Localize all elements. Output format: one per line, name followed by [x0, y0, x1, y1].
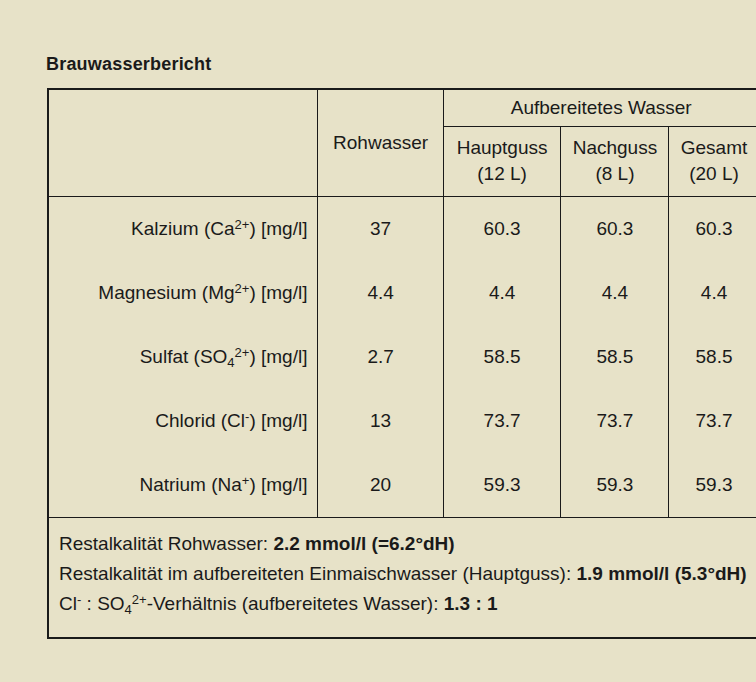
text-segment: Chlorid (Cl — [155, 410, 245, 431]
table-row-kalzium: Kalzium (Ca2+) [mg/l]3760.360.360.3 — [48, 196, 756, 261]
header-row-groups: Rohwasser Aufbereitetes Wasser — [48, 89, 756, 126]
row-label: Natrium (Na+) [mg/l] — [48, 453, 318, 518]
value-cell-gesamt: 4.4 — [669, 261, 756, 325]
column-header-name: Nachguss — [561, 135, 668, 161]
text-segment: ) [mg/l] — [249, 282, 307, 303]
summary-line-restalkalitaet-rohwasser: Restalkalität Rohwasser: 2.2 mmol/l (=6.… — [59, 529, 747, 559]
table-body: Kalzium (Ca2+) [mg/l]3760.360.360.3Magne… — [48, 196, 756, 517]
value-cell-rohwasser: 20 — [318, 453, 443, 518]
footer-row: Restalkalität Rohwasser: 2.2 mmol/l (=6.… — [48, 517, 756, 638]
text-segment: 2+ — [235, 345, 250, 360]
text-segment: : SO — [81, 593, 124, 614]
text-segment: Restalkalität im aufbereiteten Einmaisch… — [59, 563, 576, 584]
value-cell-gesamt: 60.3 — [669, 196, 756, 261]
text-segment: Natrium (Na — [139, 474, 241, 495]
text-segment: ) [mg/l] — [249, 474, 307, 495]
column-header-hauptguss: Hauptguss (12 L) — [443, 126, 561, 196]
text-segment: - — [245, 409, 249, 424]
value-cell-hauptguss: 58.5 — [443, 325, 561, 389]
text-segment: ) [mg/l] — [249, 218, 307, 239]
brew-water-report-table: Rohwasser Aufbereitetes Wasser Hauptguss… — [47, 88, 756, 639]
row-label: Chlorid (Cl-) [mg/l] — [48, 389, 318, 453]
text-segment: Magnesium (Mg — [98, 282, 234, 303]
column-header-name: Gesamt — [669, 135, 756, 161]
column-header-volume: (8 L) — [561, 161, 668, 187]
table-row-magnesium: Magnesium (Mg2+) [mg/l]4.44.44.44.4 — [48, 261, 756, 325]
value-cell-rohwasser: 13 — [318, 389, 443, 453]
table-footer: Restalkalität Rohwasser: 2.2 mmol/l (=6.… — [48, 517, 756, 638]
column-header-volume: (12 L) — [444, 161, 561, 187]
text-segment: ) [mg/l] — [249, 346, 307, 367]
row-label: Magnesium (Mg2+) [mg/l] — [48, 261, 318, 325]
column-header-rohwasser: Rohwasser — [318, 89, 443, 196]
row-label: Kalzium (Ca2+) [mg/l] — [48, 196, 318, 261]
value-cell-nachguss: 59.3 — [561, 453, 669, 518]
page-title: Brauwasserbericht — [46, 54, 756, 75]
value-cell-nachguss: 60.3 — [561, 196, 669, 261]
text-segment: 4 — [125, 602, 132, 617]
corner-cell — [48, 89, 318, 196]
text-segment: 2.2 mmol/l (=6.2°dH) — [273, 533, 454, 554]
value-cell-rohwasser: 2.7 — [318, 325, 443, 389]
text-segment: 1.3 : 1 — [444, 593, 498, 614]
value-cell-nachguss: 58.5 — [561, 325, 669, 389]
page: { "page": { "title": "Brauwasserbericht"… — [0, 0, 756, 682]
value-cell-nachguss: 73.7 — [561, 389, 669, 453]
column-group-header-aufbereitetes-wasser: Aufbereitetes Wasser — [443, 89, 756, 126]
text-segment: Kalzium (Ca — [131, 218, 234, 239]
column-header-nachguss: Nachguss (8 L) — [561, 126, 669, 196]
value-cell-gesamt: 58.5 — [669, 325, 756, 389]
value-cell-hauptguss: 4.4 — [443, 261, 561, 325]
value-cell-gesamt: 59.3 — [669, 453, 756, 518]
text-segment: - — [77, 592, 81, 607]
column-header-name: Hauptguss — [444, 135, 561, 161]
table-row-chlorid: Chlorid (Cl-) [mg/l]1373.773.773.7 — [48, 389, 756, 453]
text-segment: Cl — [59, 593, 77, 614]
text-segment: Sulfat (SO — [140, 346, 228, 367]
value-cell-rohwasser: 37 — [318, 196, 443, 261]
summary-footer: Restalkalität Rohwasser: 2.2 mmol/l (=6.… — [48, 517, 756, 638]
value-cell-nachguss: 4.4 — [561, 261, 669, 325]
text-segment: Restalkalität Rohwasser: — [59, 533, 273, 554]
table-row-natrium: Natrium (Na+) [mg/l]2059.359.359.3 — [48, 453, 756, 518]
value-cell-rohwasser: 4.4 — [318, 261, 443, 325]
text-segment: 1.9 mmol/l (5.3°dH) — [576, 563, 746, 584]
value-cell-gesamt: 73.7 — [669, 389, 756, 453]
column-header-gesamt: Gesamt (20 L) — [669, 126, 756, 196]
summary-line-restalkalitaet-einmaischwasser: Restalkalität im aufbereiteten Einmaisch… — [59, 559, 747, 589]
text-segment: 4 — [227, 355, 234, 370]
summary-line-cl-so4-verhaeltnis: Cl- : SO42+-Verhältnis (aufbereitetes Wa… — [59, 589, 747, 621]
text-segment: + — [242, 473, 250, 488]
text-segment: 2+ — [235, 217, 250, 232]
text-segment: 2+ — [235, 281, 250, 296]
table-header: Rohwasser Aufbereitetes Wasser Hauptguss… — [48, 89, 756, 196]
column-header-volume: (20 L) — [669, 161, 756, 187]
text-segment: 2+ — [132, 592, 147, 607]
text-segment: -Verhältnis (aufbereitetes Wasser): — [147, 593, 444, 614]
row-label: Sulfat (SO42+) [mg/l] — [48, 325, 318, 389]
value-cell-hauptguss: 60.3 — [443, 196, 561, 261]
value-cell-hauptguss: 73.7 — [443, 389, 561, 453]
value-cell-hauptguss: 59.3 — [443, 453, 561, 518]
text-segment: ) [mg/l] — [249, 410, 307, 431]
table-row-sulfat: Sulfat (SO42+) [mg/l]2.758.558.558.5 — [48, 325, 756, 389]
